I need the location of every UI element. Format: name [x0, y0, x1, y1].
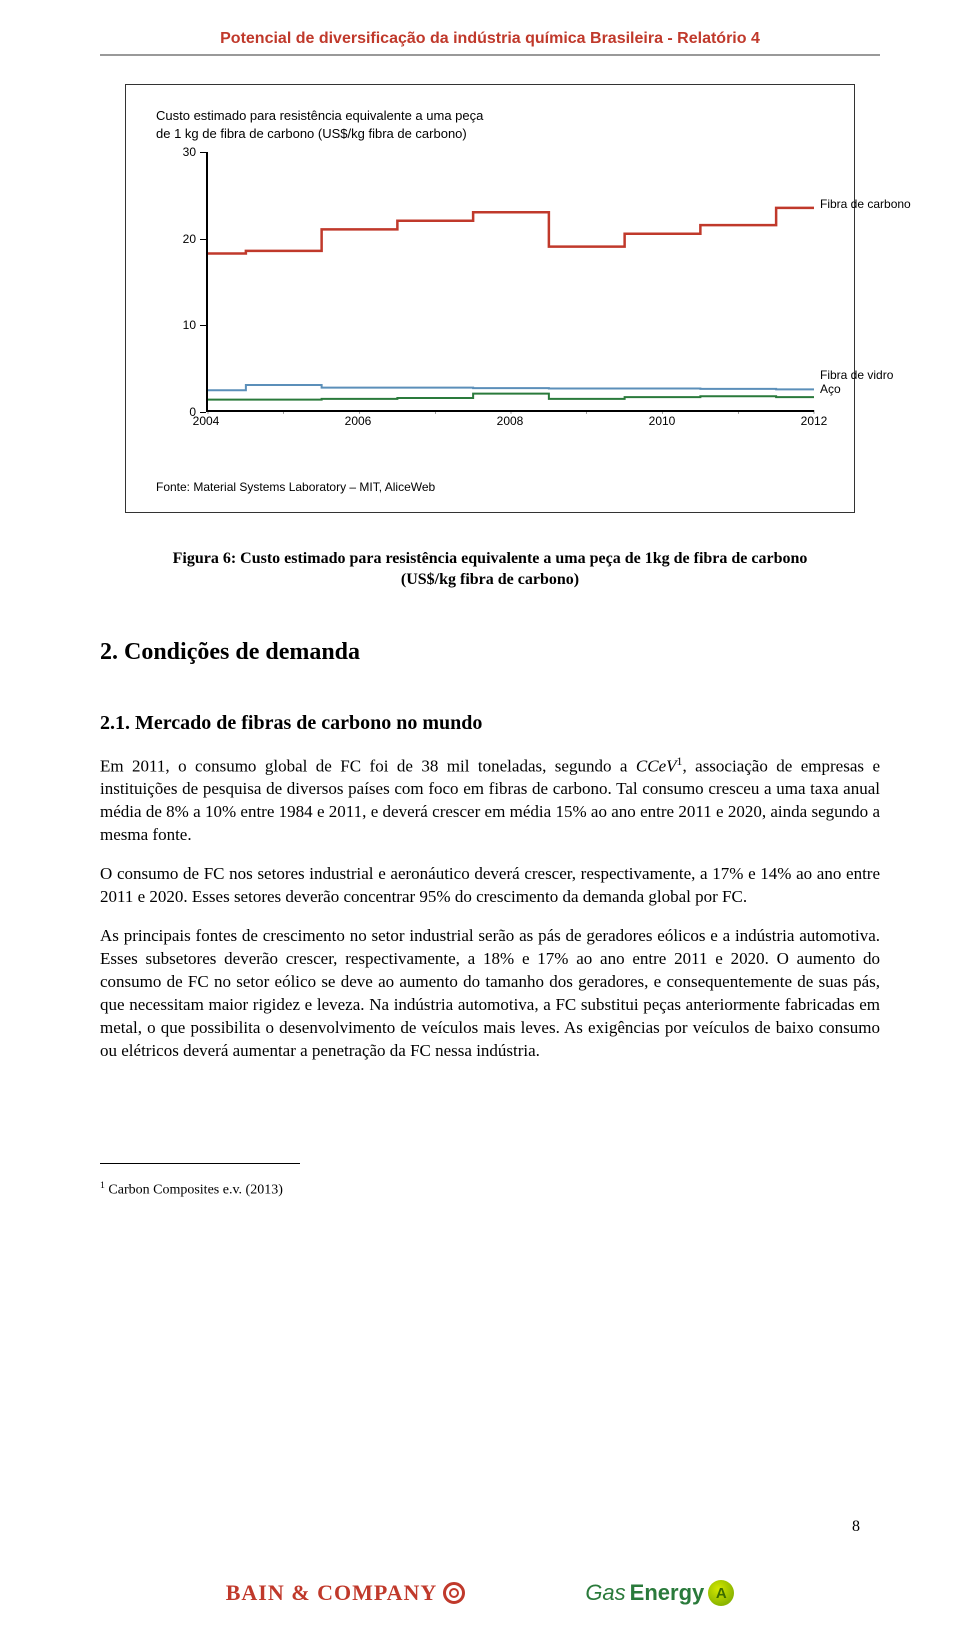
figure-caption: Figura 6: Custo estimado para resistênci… [150, 549, 830, 591]
y-tick-label: 10 [183, 318, 196, 332]
y-tick-label: 30 [183, 145, 196, 159]
footnote-text: Carbon Composites e.v. (2013) [105, 1182, 283, 1197]
x-axis-labels: 20042006200820102012 [206, 414, 814, 432]
footer-logos: BAIN & COMPANY GasEnergy [0, 1580, 960, 1606]
page-header-title: Potencial de diversificação da indústria… [100, 30, 880, 48]
legend-label: Fibra de carbono [820, 197, 911, 211]
chart-title-line2: de 1 kg de fibra de carbono (US$/kg fibr… [156, 126, 467, 141]
header-rule [100, 54, 880, 56]
series-fibra-de-carbono [208, 208, 814, 254]
series-aço [208, 394, 814, 400]
bain-logo-text: BAIN & COMPANY [226, 1580, 438, 1606]
p1-italic: CCeV [636, 756, 677, 775]
x-tick-label: 2010 [649, 414, 676, 428]
legend-label: Fibra de vidro [820, 368, 893, 382]
bain-logo: BAIN & COMPANY [226, 1580, 466, 1606]
plot-area: 0102030 Fibra de carbonoFibra de vidroAç… [176, 152, 814, 452]
y-axis: 0102030 [176, 152, 200, 412]
y-tick-label: 20 [183, 232, 196, 246]
gas-text-b: Energy [630, 1580, 705, 1606]
chart-svg [208, 152, 814, 410]
gas-text-a: Gas [585, 1580, 625, 1606]
chart-title: Custo estimado para resistência equivale… [156, 107, 824, 142]
footnote-1: 1 Carbon Composites e.v. (2013) [100, 1180, 880, 1199]
plot: Fibra de carbonoFibra de vidroAço [206, 152, 814, 412]
x-tick-label: 2004 [193, 414, 220, 428]
chart-title-line1: Custo estimado para resistência equivale… [156, 108, 483, 123]
chart-container: Custo estimado para resistência equivale… [125, 84, 855, 513]
section-heading-2-1: 2.1. Mercado de fibras de carbono no mun… [100, 712, 880, 735]
gasenergy-circle-icon [708, 1580, 734, 1606]
chart-source: Fonte: Material Systems Laboratory – MIT… [156, 480, 824, 494]
x-tick-label: 2012 [801, 414, 828, 428]
section-heading-2: 2. Condições de demanda [100, 639, 880, 666]
paragraph-2: O consumo de FC nos setores industrial e… [100, 863, 880, 909]
y-tick-mark [200, 412, 206, 413]
page-number: 8 [852, 1518, 860, 1536]
legend-label: Aço [820, 382, 841, 396]
series-fibra-de-vidro [208, 385, 814, 390]
bain-ring-icon [443, 1582, 465, 1604]
gasenergy-logo: GasEnergy [585, 1580, 734, 1606]
x-tick-label: 2008 [497, 414, 524, 428]
x-tick-label: 2006 [345, 414, 372, 428]
paragraph-3: As principais fontes de crescimento no s… [100, 925, 880, 1063]
footnote-rule [100, 1163, 300, 1164]
p1-pre: Em 2011, o consumo global de FC foi de 3… [100, 756, 636, 775]
paragraph-1: Em 2011, o consumo global de FC foi de 3… [100, 753, 880, 847]
